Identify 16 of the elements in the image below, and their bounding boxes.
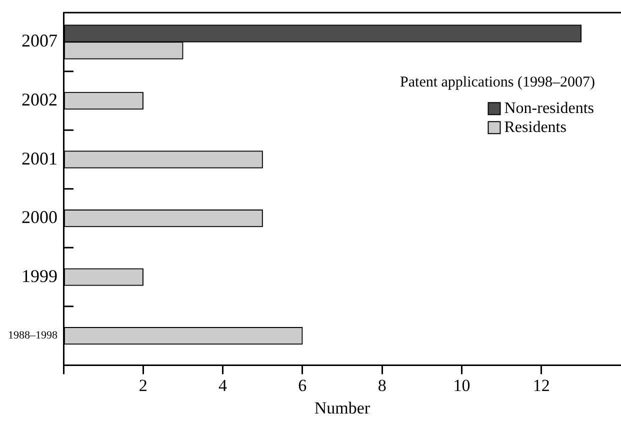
x-tick-label: 8 xyxy=(378,376,386,395)
y-tick-label: 2000 xyxy=(22,207,58,228)
x-tick-label: 6 xyxy=(298,376,307,395)
y-tick-label: 1988–1998 xyxy=(8,330,58,342)
y-tick-label: 2007 xyxy=(22,30,58,51)
x-tick-label: 2 xyxy=(138,376,148,395)
x-tick-label: 10 xyxy=(453,376,470,395)
legend-title: Patent applications (1998–2007) xyxy=(400,74,596,91)
y-tick-label: 1999 xyxy=(22,266,58,286)
x-tick-label: 12 xyxy=(532,376,550,395)
legend-label: Non-residents xyxy=(504,100,594,117)
x-axis-title: Number xyxy=(314,398,370,418)
y-tick-label: 2002 xyxy=(22,89,58,110)
x-tick-label: 4 xyxy=(218,376,228,395)
legend-label: Residents xyxy=(504,118,566,136)
y-tick-label: 2001 xyxy=(22,148,58,168)
